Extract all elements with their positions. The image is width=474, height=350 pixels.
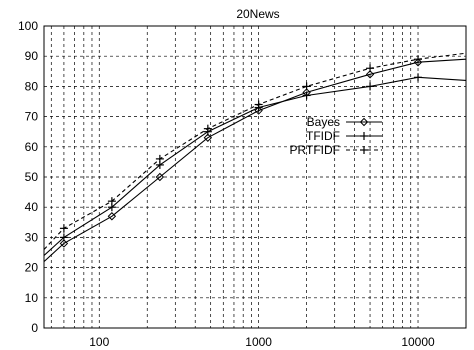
plot-frame bbox=[43, 25, 467, 329]
legend-item: PRTFIDF bbox=[290, 143, 382, 157]
x-tick-label: 10000 bbox=[401, 335, 435, 349]
series-layer bbox=[43, 52, 467, 263]
data-point-plus bbox=[360, 132, 368, 140]
grid bbox=[44, 25, 467, 329]
data-point-plus bbox=[203, 124, 212, 133]
axes: 0 10 20 30 40 50 60 70 80 90 100 100 1000 10000 bbox=[18, 19, 467, 349]
data-point-plus bbox=[414, 55, 423, 64]
data-point-plus bbox=[360, 146, 368, 154]
series-prtfidf bbox=[43, 52, 467, 250]
legend-label: PRTFIDF bbox=[290, 143, 340, 157]
chart-title: 20News bbox=[236, 7, 279, 21]
y-tick-label: 60 bbox=[25, 140, 39, 154]
data-point-diamond bbox=[254, 106, 263, 115]
y-tick-label: 20 bbox=[25, 261, 39, 275]
data-point-diamond bbox=[107, 212, 117, 221]
legend-item: Bayes bbox=[307, 115, 382, 129]
y-tick-label: 90 bbox=[25, 49, 39, 63]
legend-item: TFIDF bbox=[306, 129, 382, 143]
data-point-plus bbox=[366, 82, 375, 91]
legend-label: TFIDF bbox=[306, 129, 340, 143]
series-line bbox=[43, 52, 467, 250]
x-tick-label: 100 bbox=[89, 335, 109, 349]
y-tick-label: 40 bbox=[25, 200, 39, 214]
data-point-diamond bbox=[155, 172, 165, 182]
y-tick-label: 0 bbox=[31, 321, 38, 335]
legend-label: Bayes bbox=[307, 115, 340, 129]
data-point-diamond bbox=[59, 239, 69, 248]
series-bayes bbox=[43, 58, 467, 263]
x-tick-label: 1000 bbox=[245, 335, 272, 349]
y-tick-label: 70 bbox=[25, 110, 39, 124]
data-point-plus bbox=[366, 64, 375, 73]
data-point-plus bbox=[155, 154, 164, 163]
data-point-diamond bbox=[365, 70, 375, 79]
series-line bbox=[43, 76, 467, 256]
data-point-plus bbox=[59, 233, 68, 242]
y-tick-label: 10 bbox=[25, 291, 39, 305]
data-point-diamond bbox=[359, 117, 369, 127]
data-point-diamond bbox=[413, 58, 423, 67]
y-tick-label: 50 bbox=[25, 170, 39, 184]
data-point-diamond bbox=[203, 133, 213, 142]
data-point-plus bbox=[59, 224, 68, 233]
data-point-plus bbox=[302, 91, 311, 100]
series-line bbox=[43, 58, 467, 263]
data-point-plus bbox=[107, 197, 116, 206]
y-tick-label: 30 bbox=[25, 230, 39, 244]
y-tick-label: 100 bbox=[18, 19, 38, 33]
y-tick-label: 80 bbox=[25, 79, 39, 93]
data-point-plus bbox=[302, 82, 311, 91]
data-point-plus bbox=[254, 100, 263, 109]
data-point-plus bbox=[414, 73, 423, 82]
